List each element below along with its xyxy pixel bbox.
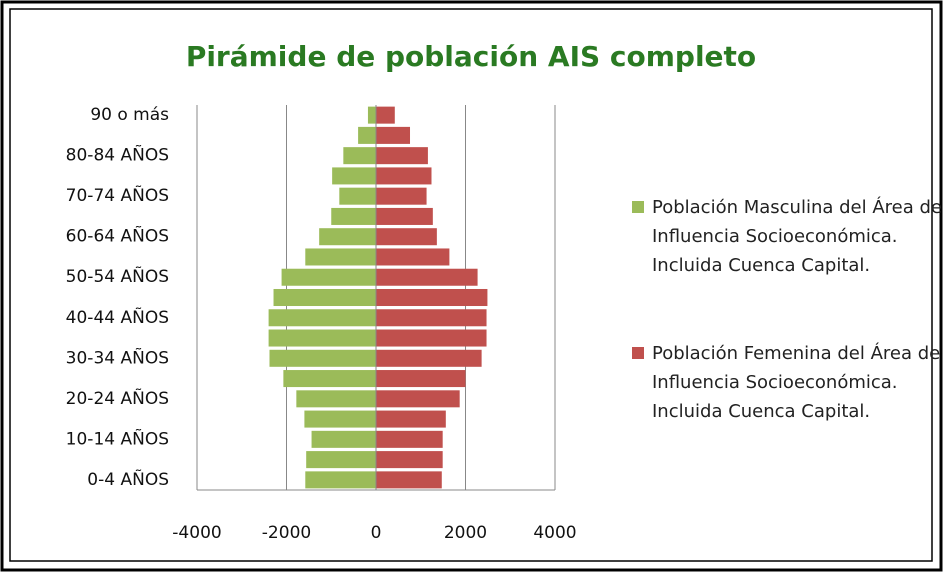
bar <box>281 268 376 286</box>
y-tick-label: 50-54 AÑOS <box>66 265 169 287</box>
bar <box>376 207 433 225</box>
legend-entry: Población Femenina del Área de Influenci… <box>632 339 943 426</box>
bar <box>331 207 376 225</box>
bar <box>304 410 376 428</box>
y-tick-label: 60-64 AÑOS <box>66 225 169 247</box>
legend-swatch <box>632 347 644 359</box>
x-tick-label: 4000 <box>533 523 576 543</box>
inner-frame <box>9 8 933 562</box>
bar <box>376 329 487 347</box>
bar <box>343 147 376 165</box>
x-tick-label: -4000 <box>172 523 221 543</box>
bar <box>305 248 376 266</box>
y-tick-label: 10-14 AÑOS <box>66 427 169 449</box>
bar <box>296 390 376 408</box>
bar <box>376 106 395 124</box>
y-tick-label: 90 o más <box>90 105 169 125</box>
bar <box>367 106 376 124</box>
bar <box>376 309 487 327</box>
bar <box>376 268 478 286</box>
y-tick-label: 30-34 AÑOS <box>66 346 169 368</box>
bar <box>376 410 446 428</box>
bar <box>376 288 488 307</box>
bar <box>273 288 376 307</box>
bar <box>376 390 460 408</box>
y-tick-label: 40-44 AÑOS <box>66 306 169 328</box>
y-tick-label: 70-74 AÑOS <box>66 184 169 206</box>
bar <box>376 147 428 165</box>
bar <box>332 167 376 185</box>
x-tick-label: 0 <box>371 523 382 543</box>
legend-label: Población Femenina del Área de Influenci… <box>652 343 941 422</box>
bar <box>376 471 442 489</box>
bar <box>283 370 376 388</box>
bar <box>311 430 376 448</box>
legend-label: Población Masculina del Área de Influenc… <box>652 197 942 276</box>
bar <box>376 451 443 469</box>
bar <box>339 187 376 205</box>
bar <box>376 187 427 205</box>
y-tick-label: 0-4 AÑOS <box>87 468 169 490</box>
bar <box>268 309 376 327</box>
x-tick-label: 2000 <box>444 523 487 543</box>
y-tick-label: 80-84 AÑOS <box>66 144 169 166</box>
bar <box>269 349 376 367</box>
bar <box>319 228 376 246</box>
bar <box>376 228 437 246</box>
chart-title: Pirámide de población AIS completo <box>186 40 756 73</box>
bar <box>376 248 450 266</box>
bar <box>306 451 376 469</box>
bar <box>268 329 376 347</box>
bar <box>358 126 376 144</box>
bar <box>376 349 482 367</box>
bar <box>376 167 432 185</box>
legend-entry: Población Masculina del Área de Influenc… <box>632 193 943 280</box>
bar <box>376 126 411 144</box>
bar <box>376 430 443 448</box>
bar <box>376 370 466 388</box>
legend-swatch <box>632 201 644 213</box>
x-tick-label: -2000 <box>262 523 311 543</box>
y-tick-label: 20-24 AÑOS <box>66 387 169 409</box>
bar <box>305 471 376 489</box>
